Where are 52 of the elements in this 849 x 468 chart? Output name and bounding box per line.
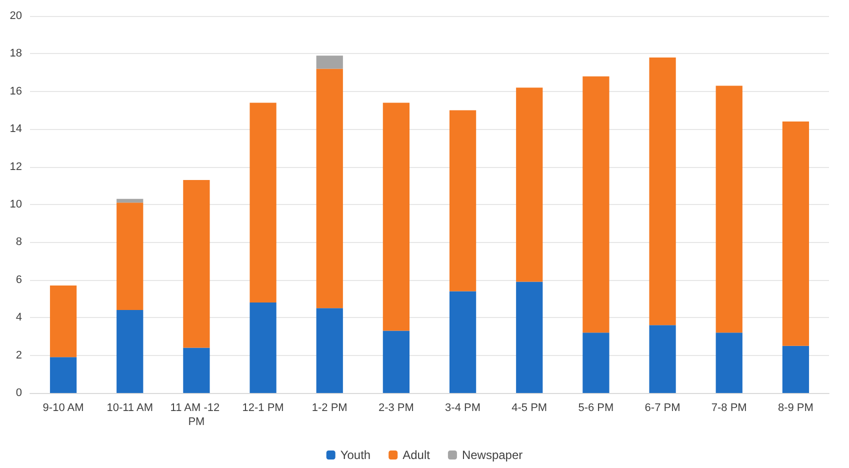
bar [649, 57, 676, 326]
x-tick-label: 8-9 PM [778, 402, 814, 414]
bar [382, 330, 410, 393]
bar [316, 68, 343, 308]
bar [782, 346, 810, 393]
legend-label: Adult [402, 448, 431, 462]
y-tick-label: 12 [10, 160, 22, 173]
y-tick-label: 2 [16, 349, 22, 362]
bar [449, 110, 476, 292]
bar [116, 310, 144, 393]
bar [250, 102, 276, 303]
bar [716, 86, 742, 333]
bar [782, 122, 810, 346]
y-tick-label: 0 [16, 387, 22, 399]
bar [582, 332, 610, 393]
bar [516, 88, 543, 282]
legend-label: Newspaper [462, 448, 523, 462]
y-tick-label: 20 [10, 10, 22, 22]
x-tick-label: 7-8 PM [711, 402, 747, 414]
bar [250, 302, 276, 393]
bar [316, 56, 343, 69]
x-tick-label: 10-11 AM [106, 402, 154, 414]
y-tick-label: 6 [16, 274, 22, 286]
x-tick-label: 6-7 PM [644, 402, 680, 414]
x-tick-label: 11 AM -12 PM [170, 402, 223, 428]
bar [183, 348, 210, 393]
bar [116, 202, 144, 310]
x-tick-label: 5-6 PM [578, 402, 614, 414]
bar [516, 282, 543, 393]
y-tick-label: 10 [10, 198, 22, 210]
x-tick-label: 3-4 PM [445, 402, 481, 414]
y-tick-label: 14 [10, 123, 22, 136]
x-tick-label: 4-5 PM [512, 402, 548, 414]
x-tick-label: 2-3 PM [378, 402, 414, 414]
x-tick-label: 9-10 AM [42, 402, 84, 414]
bar [449, 291, 476, 393]
x-tick-label: 12-1 PM [242, 402, 284, 414]
bar [649, 325, 676, 393]
bar [50, 357, 77, 393]
bar [116, 198, 144, 203]
y-tick-label: 18 [10, 48, 22, 60]
bar [382, 102, 410, 331]
x-tick-label: 1-2 PM [312, 402, 348, 414]
legend-label: Youth [340, 448, 371, 462]
y-tick-label: 8 [16, 236, 22, 248]
bar [183, 180, 210, 348]
y-tick-label: 16 [10, 85, 22, 98]
y-tick-label: 4 [16, 312, 22, 324]
bar [316, 308, 343, 393]
bar [582, 76, 610, 333]
bar [50, 286, 77, 358]
bar [716, 332, 742, 393]
